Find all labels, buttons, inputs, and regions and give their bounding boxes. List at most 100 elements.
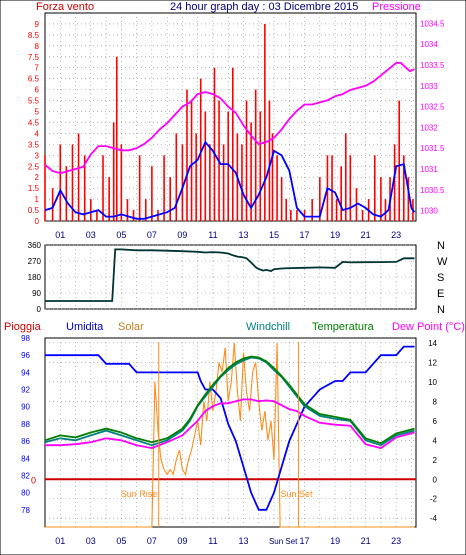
x-tick-label: 19: [330, 536, 340, 546]
wind-axis-tick: 5: [35, 108, 40, 117]
humidity-axis-tick: 78: [21, 506, 30, 515]
humidity-axis-tick: 90: [21, 403, 30, 412]
humidity-axis-tick: 98: [21, 334, 30, 343]
temperature-axis-tick: 6: [433, 417, 438, 426]
wind-axis-tick: 2.5: [28, 162, 40, 171]
wind-axis-tick: 2: [35, 173, 40, 182]
wind-force-label: Forza vento: [36, 1, 94, 13]
temperature-axis-tick: 14: [428, 339, 437, 348]
direction-axis-tick: 360: [28, 241, 42, 250]
x-tick-label: 03: [86, 536, 96, 546]
humidity-axis-tick: 86: [21, 437, 30, 446]
temperatura-line: [44, 355, 415, 445]
x-tick-label: 07: [147, 536, 157, 546]
x-tick-label: 03: [86, 230, 96, 240]
x-tick-label: 05: [116, 230, 126, 240]
wind-axis-tick: 1.5: [28, 184, 40, 193]
x-tick-label: 17: [300, 536, 310, 546]
pressure-axis-tick: 1031: [420, 165, 438, 174]
compass-label: E: [437, 288, 444, 300]
wind-axis-tick: 3.5: [28, 140, 40, 149]
x-tick-label: 13: [238, 536, 248, 546]
pressure-axis-tick: 1030.5: [420, 186, 445, 195]
sun-rise-label: Sun Rise: [121, 489, 158, 499]
humidity-axis-tick: 80: [21, 489, 30, 498]
wind-pressure-panel: 0 0.5 1 1.5 2 2.5 3 3.5 4 4.55 5.5 6 6.5 7 7.5 8 8.5 9 103…: [28, 12, 445, 240]
rain-label: Pioggia: [4, 321, 42, 333]
wind-axis-tick: 4.5: [28, 118, 40, 127]
windchill-label: Windchill: [246, 321, 290, 333]
pressure-axis-tick: 1033: [420, 82, 438, 91]
umidita-line: [45, 345, 415, 511]
dewpoint-label: Dew Point (°C): [392, 321, 465, 333]
compass-label: S: [437, 272, 444, 284]
p2-plot-area: [44, 244, 417, 310]
x-tick-label: 01: [55, 536, 65, 546]
pressure-axis-tick: 1034.5: [420, 19, 445, 28]
humidity-axis-tick: 82: [21, 471, 30, 480]
wind-axis-tick: 1: [35, 195, 40, 204]
wind-axis-tick: 3: [35, 151, 40, 160]
solar-line: [45, 342, 415, 528]
temperature-axis-tick: -2: [430, 495, 438, 504]
x-tick-label: 15: [269, 230, 279, 240]
wind-axis-tick: 5.5: [28, 97, 40, 106]
pressure-axis-tick: 1034: [420, 40, 438, 49]
humidity-axis-tick: 88: [21, 420, 30, 429]
temperature-humidity-panel: 78 80 82 84 86 88 90 92 94 96 98 -4 -2 0 2 4 6 8 10 12 14 0 Su…: [21, 334, 437, 546]
x-tick-label: 21: [361, 536, 371, 546]
wind-axis-tick: 6.5: [28, 75, 40, 84]
wind-axis-tick: 7: [35, 64, 40, 73]
sunset-axis-label: Sun Set: [269, 537, 298, 546]
wind-axis-tick: 8: [35, 42, 40, 51]
x-tick-label: 19: [330, 230, 340, 240]
x-tick-label: 13: [238, 230, 248, 240]
x-tick-label: 23: [391, 230, 401, 240]
wind-axis-tick: 6: [35, 86, 40, 95]
x-tick-label: 05: [116, 536, 126, 546]
pressure-label: Pressione: [372, 1, 421, 13]
wind-axis-tick: 0.5: [28, 206, 40, 215]
temperature-axis-tick: 8: [433, 397, 438, 406]
pressure-axis-tick: 1031.5: [420, 144, 445, 153]
humidity-axis-tick: 94: [21, 368, 30, 377]
p1-plot-area: [44, 12, 417, 222]
compass-label: W: [437, 256, 448, 268]
x-tick-label: 09: [177, 230, 187, 240]
temperature-axis-tick: 2: [433, 456, 438, 465]
temperature-axis-tick: 4: [433, 436, 438, 445]
pressure-axis-tick: 1030: [420, 207, 438, 216]
temperature-axis-tick: 0: [433, 475, 438, 484]
wind-axis-tick: 8.5: [28, 31, 40, 40]
humidity-axis-tick: 96: [21, 351, 30, 360]
x-tick-label: 11: [208, 536, 217, 546]
solar-label: Solar: [118, 321, 144, 333]
x-tick-label: 09: [177, 536, 187, 546]
pressure-axis-tick: 1033.5: [420, 61, 445, 70]
x-tick-label: 17: [300, 230, 310, 240]
wind-axis-tick: 9: [35, 20, 40, 29]
dew-point-line: [45, 398, 415, 450]
x-tick-label: 21: [361, 230, 371, 240]
sun-set-label: Sun Set: [280, 489, 313, 499]
wind-axis-tick: 7.5: [28, 53, 40, 62]
windchill-line: [44, 356, 415, 447]
x-tick-label: 23: [391, 536, 401, 546]
humidity-axis-tick: 84: [21, 454, 30, 463]
wind-axis-tick: 0: [35, 217, 40, 226]
graph-title: 24 hour graph day : 03 Dicembre 2015: [170, 1, 358, 13]
x-tick-label: 01: [55, 230, 65, 240]
gust-line: [44, 140, 416, 220]
pressure-axis-tick: 1032.5: [420, 103, 445, 112]
p3-plot-area: [44, 337, 417, 528]
humidity-axis-tick: 92: [21, 386, 30, 395]
temperature-axis-tick: -4: [430, 514, 438, 523]
direction-axis-tick: 0: [37, 305, 42, 314]
compass-label: N: [437, 304, 445, 316]
x-tick-label: 11: [208, 230, 217, 240]
wind-axis-tick: 4: [35, 129, 40, 138]
rain-axis-tick: 0: [31, 475, 36, 485]
pressure-line: [44, 62, 415, 175]
